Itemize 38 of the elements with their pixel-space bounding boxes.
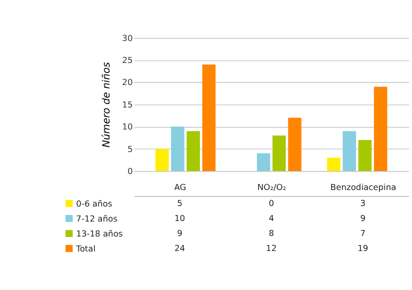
bar: [288, 118, 302, 172]
bar: [155, 148, 169, 172]
data-label: 8: [268, 228, 274, 238]
data-label: 4: [268, 212, 274, 223]
data-label: 9: [360, 212, 366, 223]
legend-label: 13-18 años: [76, 228, 123, 238]
data-label: 19: [358, 242, 368, 253]
y-tick-label: 15: [122, 99, 133, 110]
y-tick-label: 20: [122, 77, 133, 88]
x-tick-label: Benzodiacepina: [330, 182, 396, 192]
bar: [374, 86, 388, 172]
x-tick-label: NO₂/O₂: [257, 182, 286, 192]
y-tick-label: 0: [127, 166, 133, 176]
x-tick-label: AG: [174, 182, 186, 192]
data-label: 10: [174, 212, 186, 223]
y-tick-label: 30: [122, 32, 133, 43]
data-label: 7: [360, 228, 366, 238]
y-tick-label: 5: [127, 144, 133, 154]
legend-label: 7-12 años: [76, 213, 118, 224]
data-label: 9: [177, 228, 182, 238]
data-label: 12: [266, 242, 277, 253]
bar: [171, 126, 184, 172]
bar: [256, 153, 270, 172]
y-axis-title: Número de niños: [102, 62, 113, 148]
legend-label: Total: [75, 243, 96, 254]
data-label: 5: [177, 198, 182, 208]
y-tick-label: 10: [122, 122, 133, 132]
bar: [358, 140, 372, 172]
data-label: 0: [268, 198, 274, 208]
data-label: 3: [360, 198, 366, 208]
bar: [327, 158, 340, 172]
bar: [202, 64, 216, 172]
bar: [342, 131, 356, 172]
bar: [186, 131, 200, 172]
legend-label: 0-6 años: [76, 198, 112, 208]
bar: [272, 136, 286, 172]
y-tick-label: 25: [122, 54, 133, 65]
data-label: 24: [174, 242, 186, 253]
